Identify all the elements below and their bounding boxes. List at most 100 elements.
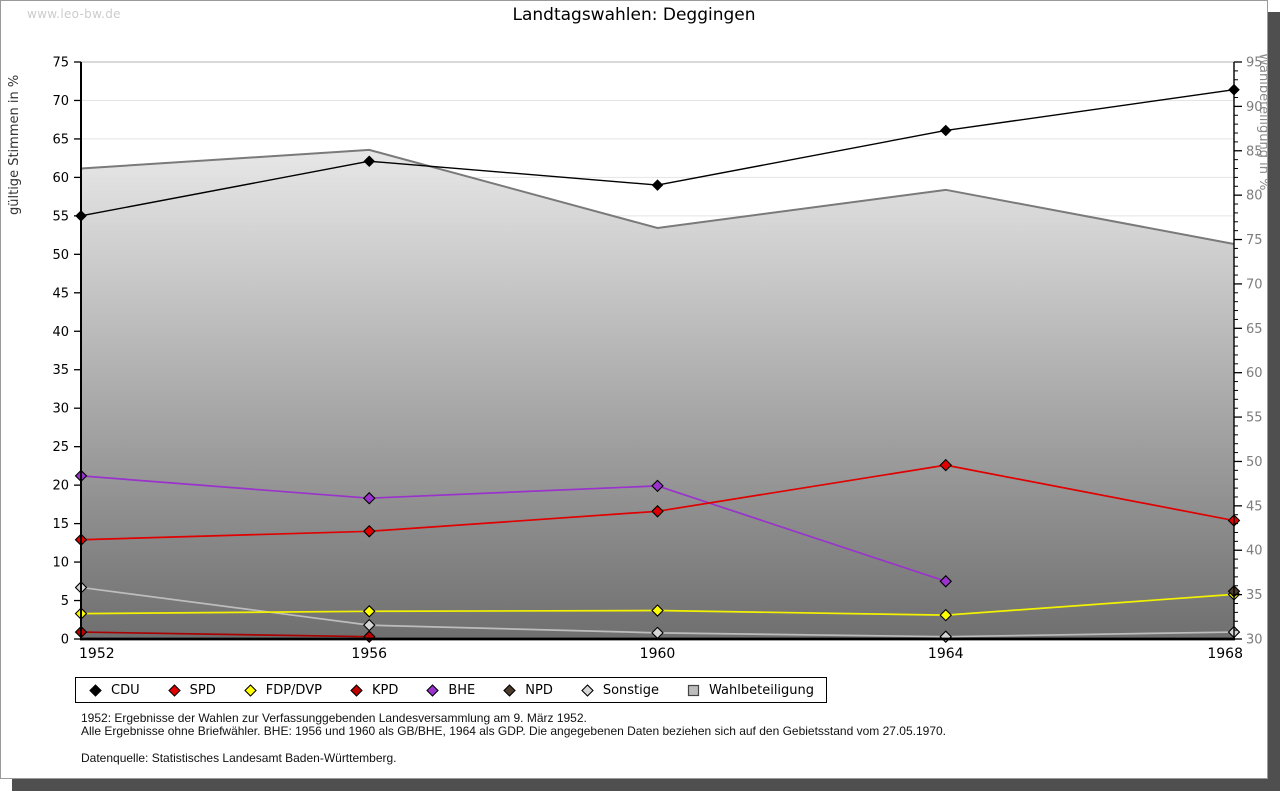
series-spd: [74, 458, 1241, 547]
data-point-marker: [651, 479, 664, 493]
data-series: [74, 83, 1241, 643]
series-segment: [657, 631, 946, 638]
turnout-area: [81, 149, 1234, 640]
legend-label: FDP/DVP: [265, 682, 322, 698]
series-segment: [80, 530, 370, 541]
legend-item-fdp-dvp: FDP/DVP: [243, 683, 322, 698]
series-segment: [80, 475, 370, 500]
left-axis-tick-label: 60: [52, 171, 69, 186]
left-axis-tick-label: 70: [52, 94, 69, 109]
right-axis-tick-label: 30: [1246, 633, 1263, 648]
right-axis-tick-label: 90: [1246, 100, 1263, 115]
series-segment: [657, 485, 947, 583]
right-axis-tick-label: 45: [1246, 499, 1263, 514]
data-source-line: Datenquelle: Statistisches Landesamt Bad…: [81, 751, 397, 765]
series-segment: [369, 510, 658, 533]
legend-square-icon: [687, 684, 700, 696]
x-axis-year-label: 1956: [351, 646, 387, 662]
series-segment: [369, 160, 658, 186]
legend-item-npd: NPD: [502, 683, 553, 698]
legend-label: BHE: [448, 682, 476, 698]
left-axis-tick-label: 65: [52, 132, 69, 147]
left-axis-tick-label: 50: [52, 248, 69, 263]
page-title: Landtagswahlen: Deggingen: [512, 5, 756, 25]
legend-diamond-icon: [243, 683, 257, 697]
data-point-marker: [939, 124, 952, 137]
legend-label: Sonstige: [602, 682, 660, 698]
right-axis-title: Wahlbeteiligung in %: [1256, 53, 1267, 190]
right-axis-tick-label: 50: [1246, 455, 1263, 470]
left-axis-tick-label: 40: [52, 325, 69, 340]
footnote-line-2: Alle Ergebnisse ohne Briefwähler. BHE: 1…: [81, 724, 947, 738]
series-segment: [369, 624, 658, 634]
right-axis-tick-label: 40: [1246, 544, 1263, 559]
series-cdu: [75, 83, 1240, 222]
left-axis-tick-label: 5: [61, 594, 69, 609]
data-point-marker: [362, 525, 376, 538]
series-segment: [945, 593, 1235, 616]
right-axis-tick-label: 95: [1246, 56, 1263, 71]
legend-diamond-icon: [503, 683, 517, 697]
data-point-marker: [362, 605, 376, 618]
data-point-marker: [363, 155, 376, 168]
x-axis-year-label: 1968: [1207, 646, 1243, 662]
right-axis-tick-label: 35: [1246, 588, 1263, 603]
x-axis-year-label: 1960: [640, 646, 676, 662]
legend-item-spd: SPD: [167, 683, 216, 698]
series-segment: [945, 89, 1235, 132]
legend-label: NPD: [525, 682, 553, 698]
right-axis-tick-label: 60: [1246, 366, 1263, 381]
series-wahlbeteiligung: [80, 148, 1235, 640]
data-point-marker: [362, 491, 376, 505]
data-point-marker: [939, 608, 953, 622]
chart-page: www.leo-bw.de Landtagswahlen: Deggingen …: [0, 0, 1268, 779]
chart-legend: CDU SPD FDP/DVP KPD BHE NPD Sonstige Wahlbeteil…: [75, 677, 828, 703]
data-point-marker: [651, 179, 664, 191]
legend-diamond-icon: [581, 683, 594, 697]
left-axis-tick-label: 0: [61, 633, 69, 648]
legend-diamond-icon: [167, 683, 181, 697]
left-axis-tick-label: 10: [52, 556, 69, 571]
data-point-marker: [939, 575, 953, 588]
data-point-marker: [651, 505, 664, 518]
x-axis-year-label: 1964: [928, 646, 964, 662]
series-segment: [945, 631, 1235, 638]
right-axis-tick-label: 65: [1246, 322, 1263, 337]
series-fdp-dvp: [74, 588, 1241, 622]
right-axis-tick-label: 70: [1246, 277, 1263, 292]
legend-diamond-icon: [426, 683, 440, 697]
x-axis-year-label: 1952: [79, 646, 115, 662]
series-segment: [80, 160, 370, 217]
right-axis-tick-label: 85: [1246, 144, 1263, 159]
left-axis-tick-label: 20: [52, 479, 69, 494]
legend-diamond-icon: [350, 683, 363, 697]
legend-item-sonstige: Sonstige: [580, 683, 659, 698]
series-bhe: [74, 469, 953, 588]
series-segment: [80, 610, 370, 615]
election-line-chart: 0 5 10 15 20 25 30 35 40 45 50 55 60 65 70 75 30 35 40 45 50…: [7, 53, 1267, 662]
left-axis-tick-label: 30: [52, 402, 69, 417]
left-axis-tick-label: 25: [52, 440, 69, 455]
left-axis-tick-label: 45: [52, 286, 69, 301]
legend-label: KPD: [371, 682, 399, 698]
series-segment: [369, 485, 658, 500]
left-axis-tick-label: 55: [52, 209, 69, 224]
legend-label: CDU: [111, 682, 140, 698]
right-axis-tick-label: 75: [1246, 233, 1263, 248]
left-axis-tick-label: 15: [52, 517, 69, 532]
legend-label: Wahlbeteiligung: [709, 682, 815, 698]
series-segment: [80, 586, 370, 626]
footnote-line-1: 1952: Ergebnisse der Wahlen zur Verfassu…: [81, 711, 587, 725]
legend-item-wahlbeteiligung: Wahlbeteiligung: [686, 683, 814, 698]
data-point-marker: [939, 458, 953, 472]
series-segment: [80, 631, 370, 638]
turnout-line: [80, 148, 1235, 245]
footnotes: 1952: Ergebnisse der Wahlen zur Verfassu…: [81, 712, 946, 765]
legend-item-cdu: CDU: [88, 683, 140, 698]
series-segment: [657, 129, 946, 186]
series-segment: [657, 464, 946, 513]
series-segment: [945, 464, 1235, 522]
left-axis-tick-label: 75: [52, 56, 69, 71]
data-point-marker: [651, 604, 664, 617]
legend-item-bhe: BHE: [425, 683, 475, 698]
